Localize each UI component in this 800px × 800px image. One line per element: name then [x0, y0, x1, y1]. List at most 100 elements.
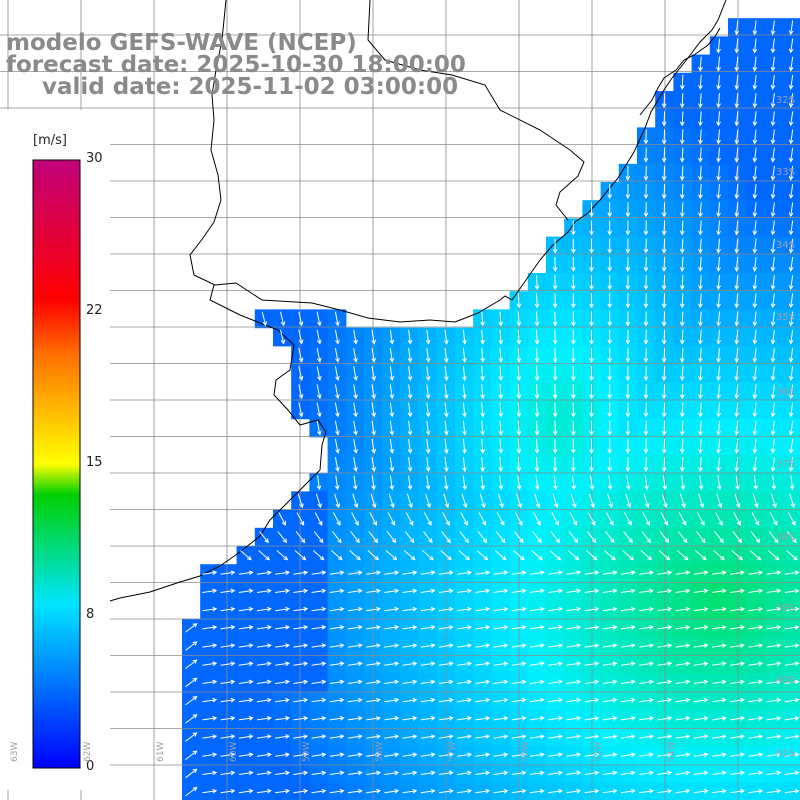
- wind-arrow: [716, 402, 721, 418]
- wind-arrow: [788, 74, 794, 90]
- wind-arrow: [353, 420, 358, 436]
- wind-arrow: [752, 93, 758, 109]
- wind-arrow: [493, 625, 509, 630]
- wind-arrow: [548, 588, 564, 594]
- wind-arrow: [698, 202, 703, 218]
- wind-arrow: [661, 311, 667, 327]
- wind-arrow: [752, 329, 758, 345]
- wind-arrow: [566, 716, 582, 721]
- wind-arrow: [607, 184, 613, 200]
- wind-arrow: [661, 493, 668, 509]
- wind-arrow: [752, 347, 758, 363]
- wind-arrow: [384, 643, 400, 648]
- wind-arrow: [329, 625, 345, 630]
- wind-arrow: [784, 643, 800, 648]
- wind-arrow: [423, 512, 432, 526]
- wind-arrow: [275, 606, 291, 612]
- wind-arrow: [766, 643, 782, 648]
- wind-arrow: [238, 606, 254, 612]
- wind-arrow: [698, 165, 703, 181]
- wind-arrow: [661, 402, 667, 418]
- wind-arrow: [349, 550, 361, 561]
- wind-arrow: [534, 420, 540, 436]
- wind-arrow: [768, 531, 779, 544]
- wind-arrow: [493, 716, 509, 721]
- wind-arrow: [643, 366, 649, 382]
- colorbar-tick-15: 15: [86, 455, 103, 470]
- wind-arrow: [766, 734, 782, 739]
- wind-arrow: [784, 788, 800, 794]
- wind-arrow: [711, 734, 727, 739]
- wind-arrow: [402, 716, 418, 721]
- wind-arrow: [384, 679, 400, 685]
- wind-arrow: [698, 293, 703, 309]
- wind-arrow: [405, 512, 414, 526]
- wind-arrow: [716, 347, 721, 363]
- wind-arrow: [788, 56, 794, 72]
- wind-arrow: [185, 659, 198, 669]
- wind-arrow: [602, 697, 618, 703]
- wind-arrow: [661, 366, 667, 382]
- wind-arrow: [256, 734, 272, 739]
- wind-arrow: [534, 438, 540, 454]
- wind-arrow: [462, 402, 467, 418]
- wind-arrow: [370, 493, 377, 509]
- wind-arrow: [552, 275, 558, 291]
- wind-arrow: [584, 661, 600, 667]
- wind-arrow: [438, 788, 454, 794]
- wind-arrow: [657, 661, 673, 667]
- wind-arrow: [657, 752, 673, 758]
- wind-arrow: [679, 165, 685, 181]
- wind-arrow: [332, 512, 341, 526]
- wind-arrow: [384, 716, 400, 721]
- wind-arrow: [733, 512, 741, 526]
- wind-arrow: [679, 366, 685, 382]
- wind-arrow: [552, 293, 558, 309]
- wind-arrow: [788, 147, 794, 163]
- wind-arrow: [389, 475, 395, 491]
- wind-arrow: [679, 256, 685, 272]
- wind-arrow: [402, 570, 418, 576]
- wind-arrow: [752, 56, 758, 72]
- wind-arrow: [752, 147, 758, 163]
- wind-arrow: [278, 512, 286, 526]
- lon-label: 55W: [594, 741, 604, 762]
- wind-arrow: [675, 770, 691, 776]
- wind-arrow: [620, 661, 636, 667]
- wind-arrow: [511, 643, 527, 648]
- wind-arrow: [384, 661, 400, 667]
- wind-arrow: [475, 570, 491, 576]
- wind-arrow: [534, 293, 540, 309]
- wind-arrow: [493, 679, 509, 685]
- wind-arrow: [661, 147, 667, 163]
- wind-arrow: [570, 220, 576, 236]
- wind-arrow: [493, 606, 509, 612]
- wind-arrow: [570, 457, 576, 473]
- wind-arrow: [347, 588, 363, 594]
- wind-arrow: [570, 366, 576, 382]
- wind-arrow: [570, 293, 576, 309]
- wind-arrow: [734, 129, 740, 145]
- wind-arrow: [657, 770, 673, 776]
- wind-arrow: [475, 788, 491, 794]
- wind-arrow: [639, 679, 655, 685]
- wind-arrow: [620, 643, 636, 648]
- wind-arrow: [567, 550, 580, 561]
- wind-arrow: [766, 679, 782, 685]
- wind-arrow: [296, 512, 305, 526]
- wind-arrow: [425, 366, 431, 382]
- wind-arrow: [607, 293, 613, 309]
- wind-arrow: [420, 643, 436, 648]
- wind-arrow: [625, 366, 631, 382]
- wind-arrow: [493, 770, 509, 776]
- wind-arrow: [311, 716, 327, 721]
- wind-arrow: [589, 293, 594, 309]
- wind-arrow: [766, 788, 782, 794]
- wind-arrow: [675, 588, 691, 594]
- wind-arrow: [584, 679, 600, 685]
- wind-arrow: [766, 588, 782, 594]
- wind-arrow: [661, 202, 667, 218]
- wind-arrow: [438, 661, 454, 667]
- wind-arrow: [584, 625, 600, 630]
- wind-arrow: [657, 606, 673, 612]
